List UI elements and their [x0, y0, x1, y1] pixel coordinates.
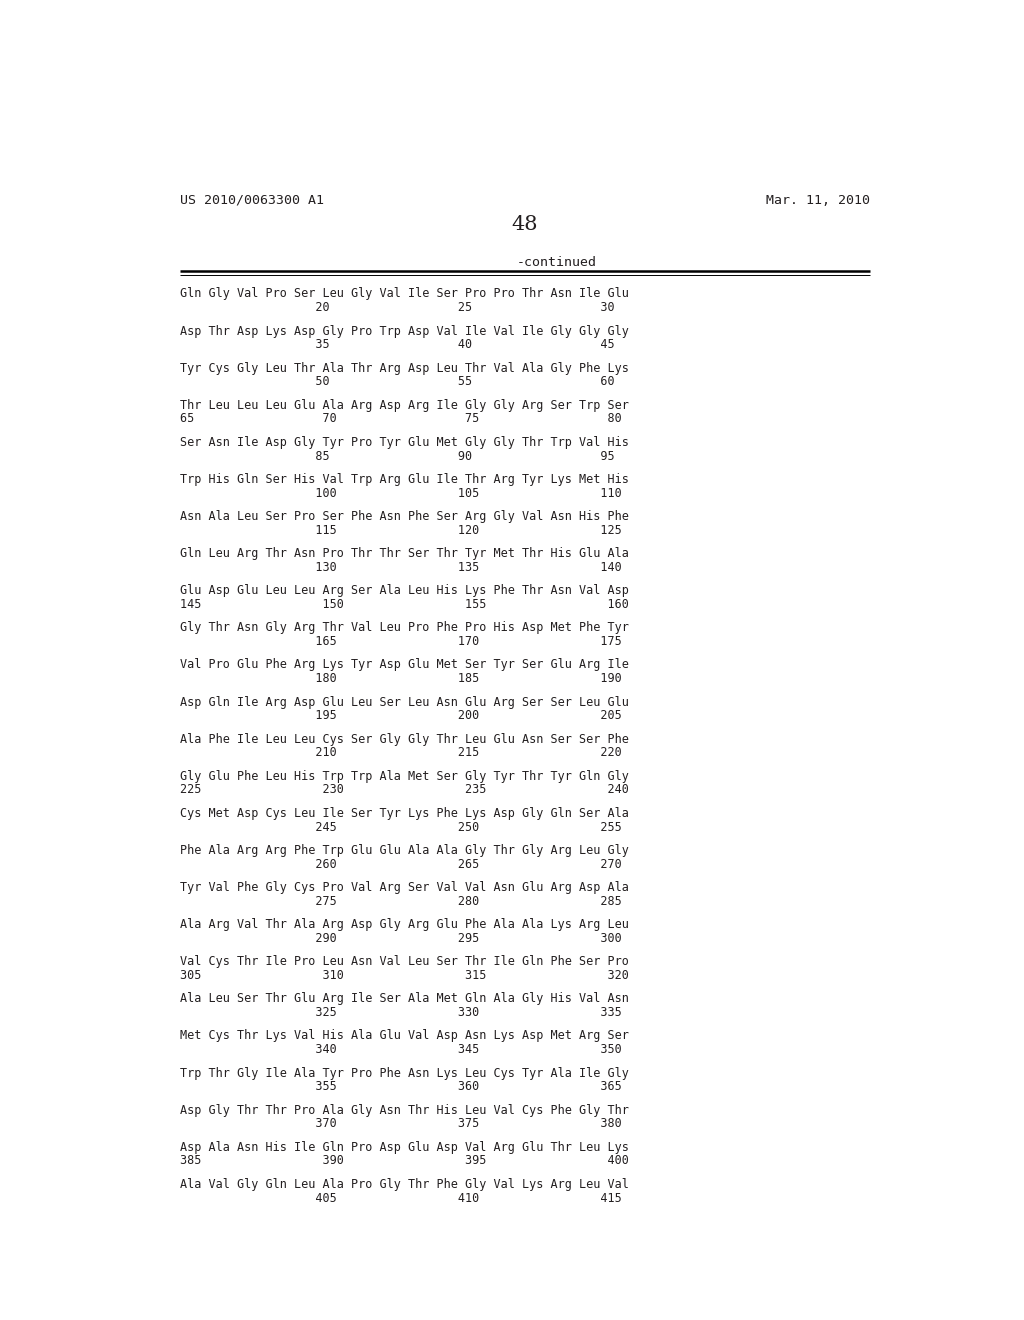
Text: Ala Arg Val Thr Ala Arg Asp Gly Arg Glu Phe Ala Ala Lys Arg Leu: Ala Arg Val Thr Ala Arg Asp Gly Arg Glu … [179, 919, 629, 931]
Text: Asp Gln Ile Arg Asp Glu Leu Ser Leu Asn Glu Arg Ser Ser Leu Glu: Asp Gln Ile Arg Asp Glu Leu Ser Leu Asn … [179, 696, 629, 709]
Text: Val Pro Glu Phe Arg Lys Tyr Asp Glu Met Ser Tyr Ser Glu Arg Ile: Val Pro Glu Phe Arg Lys Tyr Asp Glu Met … [179, 659, 629, 672]
Text: 35                  40                  45: 35 40 45 [179, 338, 614, 351]
Text: 65                  70                  75                  80: 65 70 75 80 [179, 412, 622, 425]
Text: 340                 345                 350: 340 345 350 [179, 1043, 622, 1056]
Text: Asp Gly Thr Thr Pro Ala Gly Asn Thr His Leu Val Cys Phe Gly Thr: Asp Gly Thr Thr Pro Ala Gly Asn Thr His … [179, 1104, 629, 1117]
Text: Tyr Val Phe Gly Cys Pro Val Arg Ser Val Val Asn Glu Arg Asp Ala: Tyr Val Phe Gly Cys Pro Val Arg Ser Val … [179, 880, 629, 894]
Text: 85                  90                  95: 85 90 95 [179, 450, 614, 462]
Text: 145                 150                 155                 160: 145 150 155 160 [179, 598, 629, 611]
Text: Thr Leu Leu Leu Glu Ala Arg Asp Arg Ile Gly Gly Arg Ser Trp Ser: Thr Leu Leu Leu Glu Ala Arg Asp Arg Ile … [179, 399, 629, 412]
Text: Trp His Gln Ser His Val Trp Arg Glu Ile Thr Arg Tyr Lys Met His: Trp His Gln Ser His Val Trp Arg Glu Ile … [179, 473, 629, 486]
Text: 165                 170                 175: 165 170 175 [179, 635, 622, 648]
Text: Met Cys Thr Lys Val His Ala Glu Val Asp Asn Lys Asp Met Arg Ser: Met Cys Thr Lys Val His Ala Glu Val Asp … [179, 1030, 629, 1043]
Text: 405                 410                 415: 405 410 415 [179, 1192, 622, 1205]
Text: 370                 375                 380: 370 375 380 [179, 1117, 622, 1130]
Text: 325                 330                 335: 325 330 335 [179, 1006, 622, 1019]
Text: 50                  55                  60: 50 55 60 [179, 375, 614, 388]
Text: Tyr Cys Gly Leu Thr Ala Thr Arg Asp Leu Thr Val Ala Gly Phe Lys: Tyr Cys Gly Leu Thr Ala Thr Arg Asp Leu … [179, 362, 629, 375]
Text: Gln Leu Arg Thr Asn Pro Thr Thr Ser Thr Tyr Met Thr His Glu Ala: Gln Leu Arg Thr Asn Pro Thr Thr Ser Thr … [179, 548, 629, 560]
Text: 275                 280                 285: 275 280 285 [179, 895, 622, 908]
Text: 130                 135                 140: 130 135 140 [179, 561, 622, 574]
Text: Asp Thr Asp Lys Asp Gly Pro Trp Asp Val Ile Val Ile Gly Gly Gly: Asp Thr Asp Lys Asp Gly Pro Trp Asp Val … [179, 325, 629, 338]
Text: Mar. 11, 2010: Mar. 11, 2010 [766, 194, 870, 207]
Text: 225                 230                 235                 240: 225 230 235 240 [179, 784, 629, 796]
Text: -continued: -continued [516, 256, 597, 269]
Text: Val Cys Thr Ile Pro Leu Asn Val Leu Ser Thr Ile Gln Phe Ser Pro: Val Cys Thr Ile Pro Leu Asn Val Leu Ser … [179, 956, 629, 969]
Text: Ser Asn Ile Asp Gly Tyr Pro Tyr Glu Met Gly Gly Thr Trp Val His: Ser Asn Ile Asp Gly Tyr Pro Tyr Glu Met … [179, 436, 629, 449]
Text: Asn Ala Leu Ser Pro Ser Phe Asn Phe Ser Arg Gly Val Asn His Phe: Asn Ala Leu Ser Pro Ser Phe Asn Phe Ser … [179, 510, 629, 523]
Text: 48: 48 [512, 215, 538, 235]
Text: US 2010/0063300 A1: US 2010/0063300 A1 [179, 194, 324, 207]
Text: 305                 310                 315                 320: 305 310 315 320 [179, 969, 629, 982]
Text: 385                 390                 395                 400: 385 390 395 400 [179, 1155, 629, 1167]
Text: 180                 185                 190: 180 185 190 [179, 672, 622, 685]
Text: Gln Gly Val Pro Ser Leu Gly Val Ile Ser Pro Pro Thr Asn Ile Glu: Gln Gly Val Pro Ser Leu Gly Val Ile Ser … [179, 288, 629, 301]
Text: 260                 265                 270: 260 265 270 [179, 858, 622, 871]
Text: Cys Met Asp Cys Leu Ile Ser Tyr Lys Phe Lys Asp Gly Gln Ser Ala: Cys Met Asp Cys Leu Ile Ser Tyr Lys Phe … [179, 807, 629, 820]
Text: Ala Val Gly Gln Leu Ala Pro Gly Thr Phe Gly Val Lys Arg Leu Val: Ala Val Gly Gln Leu Ala Pro Gly Thr Phe … [179, 1177, 629, 1191]
Text: 290                 295                 300: 290 295 300 [179, 932, 622, 945]
Text: 100                 105                 110: 100 105 110 [179, 487, 622, 500]
Text: Glu Asp Glu Leu Leu Arg Ser Ala Leu His Lys Phe Thr Asn Val Asp: Glu Asp Glu Leu Leu Arg Ser Ala Leu His … [179, 585, 629, 597]
Text: Asp Ala Asn His Ile Gln Pro Asp Glu Asp Val Arg Glu Thr Leu Lys: Asp Ala Asn His Ile Gln Pro Asp Glu Asp … [179, 1140, 629, 1154]
Text: 210                 215                 220: 210 215 220 [179, 746, 622, 759]
Text: Ala Leu Ser Thr Glu Arg Ile Ser Ala Met Gln Ala Gly His Val Asn: Ala Leu Ser Thr Glu Arg Ile Ser Ala Met … [179, 993, 629, 1006]
Text: Trp Thr Gly Ile Ala Tyr Pro Phe Asn Lys Leu Cys Tyr Ala Ile Gly: Trp Thr Gly Ile Ala Tyr Pro Phe Asn Lys … [179, 1067, 629, 1080]
Text: 115                 120                 125: 115 120 125 [179, 524, 622, 537]
Text: Phe Ala Arg Arg Phe Trp Glu Glu Ala Ala Gly Thr Gly Arg Leu Gly: Phe Ala Arg Arg Phe Trp Glu Glu Ala Ala … [179, 843, 629, 857]
Text: 355                 360                 365: 355 360 365 [179, 1080, 622, 1093]
Text: Gly Thr Asn Gly Arg Thr Val Leu Pro Phe Pro His Asp Met Phe Tyr: Gly Thr Asn Gly Arg Thr Val Leu Pro Phe … [179, 622, 629, 635]
Text: 245                 250                 255: 245 250 255 [179, 821, 622, 834]
Text: 20                  25                  30: 20 25 30 [179, 301, 614, 314]
Text: 195                 200                 205: 195 200 205 [179, 709, 622, 722]
Text: Gly Glu Phe Leu His Trp Trp Ala Met Ser Gly Tyr Thr Tyr Gln Gly: Gly Glu Phe Leu His Trp Trp Ala Met Ser … [179, 770, 629, 783]
Text: Ala Phe Ile Leu Leu Cys Ser Gly Gly Thr Leu Glu Asn Ser Ser Phe: Ala Phe Ile Leu Leu Cys Ser Gly Gly Thr … [179, 733, 629, 746]
